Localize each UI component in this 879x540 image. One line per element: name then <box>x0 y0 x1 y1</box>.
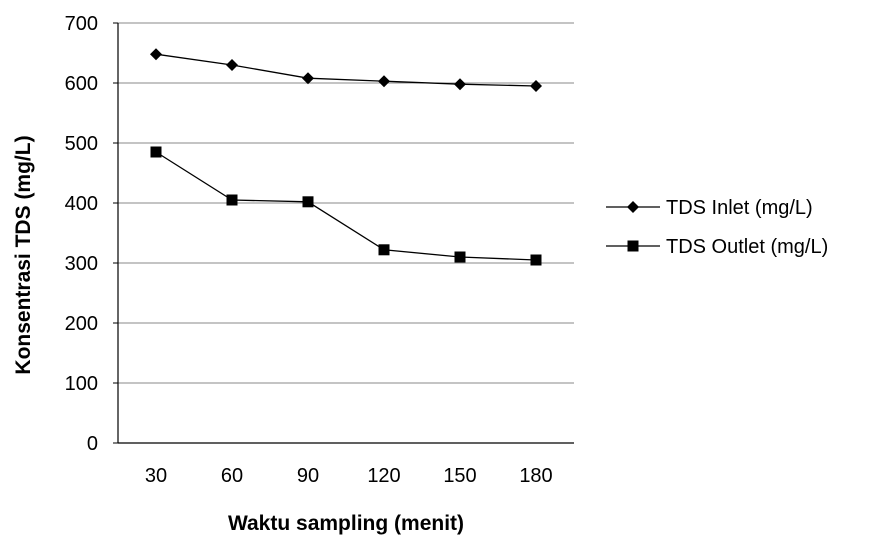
x-tick-label: 150 <box>443 465 476 487</box>
data-point-outlet <box>454 251 466 263</box>
y-tick-label: 300 <box>65 253 98 275</box>
y-tick-label: 200 <box>65 313 98 335</box>
y-tick-label: 700 <box>65 13 98 35</box>
axes <box>117 23 574 444</box>
x-axis-label: Waktu sampling (menit) <box>228 512 464 535</box>
legend-marker <box>627 240 639 252</box>
x-tick-label: 90 <box>297 465 319 487</box>
x-tick-label: 30 <box>145 465 167 487</box>
data-point-inlet <box>530 80 542 92</box>
series-lines <box>150 48 542 266</box>
data-point-outlet <box>226 194 238 206</box>
legend-marker <box>627 201 639 213</box>
gridlines <box>118 22 574 384</box>
series-line-inlet <box>155 53 537 87</box>
data-point-inlet <box>454 78 466 91</box>
y-axis-ticks: 0 100 200 300 400 500 600 700 <box>65 13 118 455</box>
y-tick-label: 100 <box>65 373 98 395</box>
data-point-outlet <box>530 254 542 266</box>
x-axis-ticks: 30 60 90 120 150 180 <box>145 465 553 487</box>
data-point-inlet <box>150 48 162 61</box>
data-point-inlet <box>378 75 390 88</box>
data-point-outlet <box>150 146 162 158</box>
x-tick-label: 120 <box>367 465 400 487</box>
y-tick-label: 600 <box>65 73 98 95</box>
data-point-outlet <box>302 196 314 208</box>
legend-label: TDS Outlet (mg/L) <box>666 236 828 258</box>
x-tick-label: 180 <box>519 465 552 487</box>
y-tick-label: 400 <box>65 193 98 215</box>
legend: TDS Inlet (mg/L) TDS Outlet (mg/L) <box>606 197 828 258</box>
data-point-inlet <box>302 72 314 85</box>
x-tick-label: 60 <box>221 465 243 487</box>
y-axis-label: Konsentrasi TDS (mg/L) <box>12 135 35 374</box>
series-line-outlet <box>155 151 537 261</box>
data-point-outlet <box>378 244 390 256</box>
y-tick-label: 0 <box>87 433 98 455</box>
legend-label: TDS Inlet (mg/L) <box>666 197 813 219</box>
y-tick-label: 500 <box>65 133 98 155</box>
data-point-inlet <box>226 59 238 71</box>
